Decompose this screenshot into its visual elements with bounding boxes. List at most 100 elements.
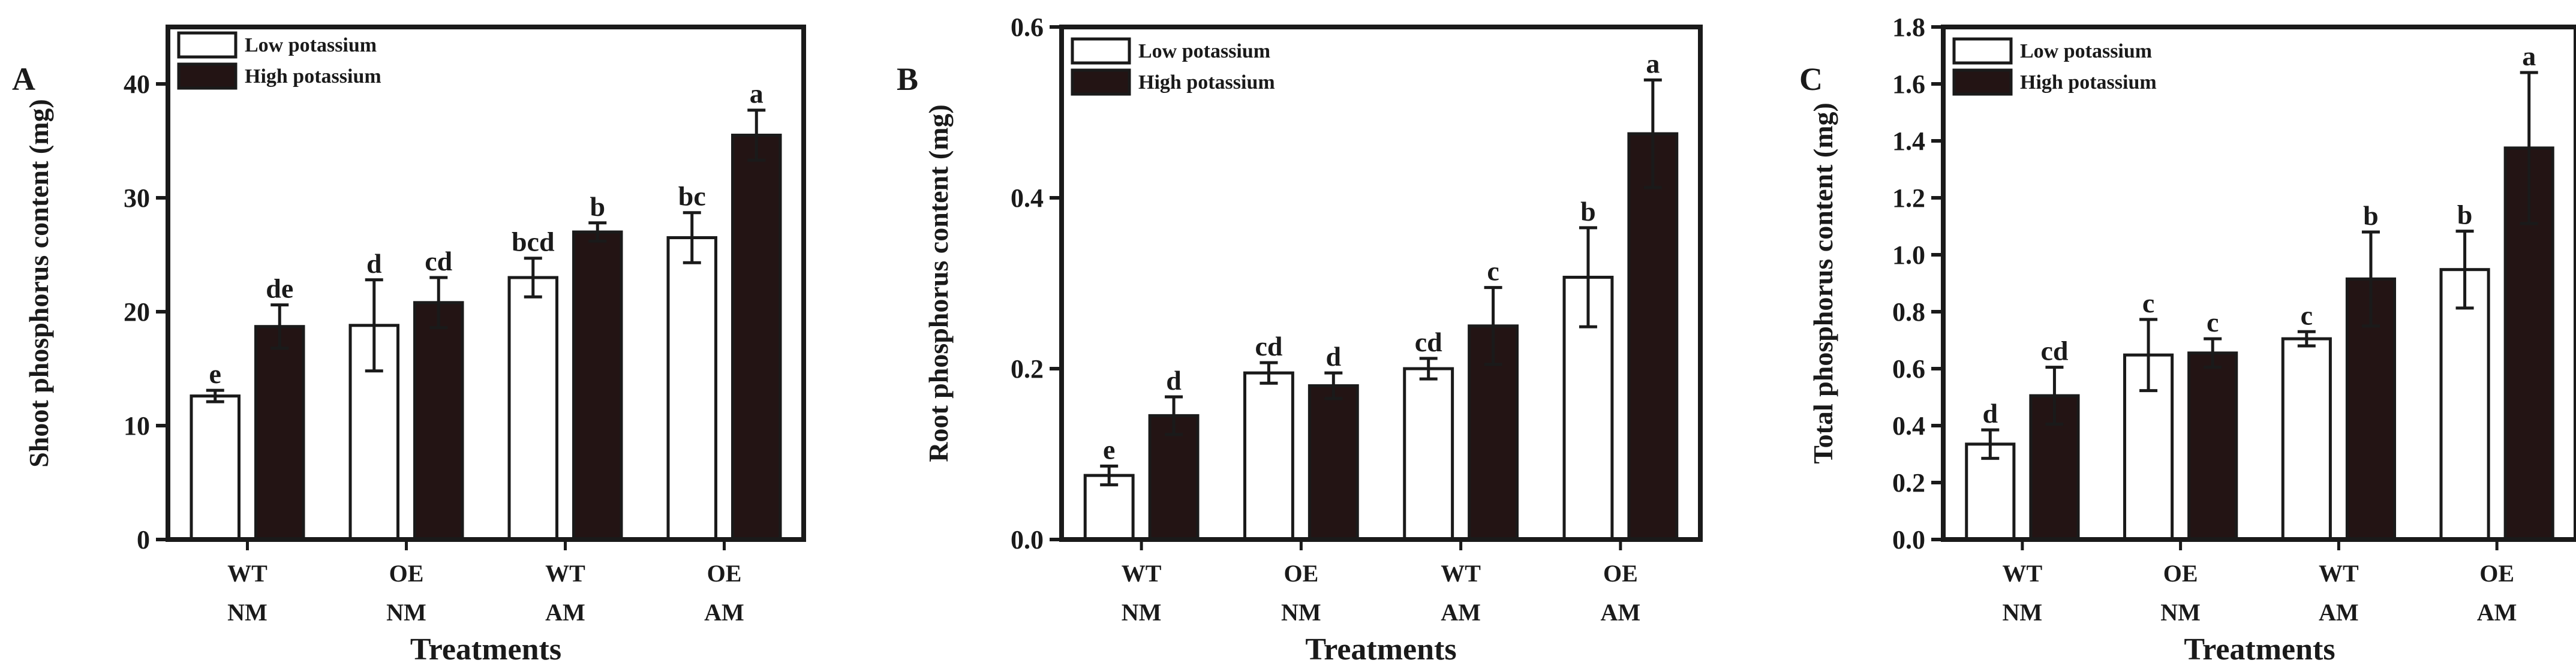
bar — [1243, 371, 1294, 541]
legend-swatch — [1071, 68, 1131, 96]
x-tick-label: OE — [2163, 560, 2198, 587]
bar — [1627, 132, 1679, 541]
x-tick-label: OE — [2479, 560, 2514, 587]
significance-letter: bcd — [512, 227, 555, 257]
significance-letter: d — [1326, 341, 1342, 372]
bar — [2187, 351, 2238, 541]
significance-letter: cd — [1415, 327, 1442, 357]
significance-letter: de — [266, 273, 293, 304]
y-tick-label: 1.2 — [1892, 183, 1925, 213]
bar — [2281, 337, 2332, 541]
legend-swatch — [1071, 37, 1131, 65]
bar — [507, 276, 558, 541]
x-tick-label: WT — [1122, 560, 1162, 587]
x-tick-label: NM — [1122, 599, 1162, 626]
legend-label: High potassium — [2020, 71, 2157, 94]
x-tick-label: OE — [1603, 560, 1638, 587]
significance-letter: cd — [2040, 336, 2068, 366]
x-tick-label: WT — [545, 560, 585, 587]
legend-label: Low potassium — [1138, 40, 1270, 62]
significance-letter: c — [2142, 288, 2154, 318]
significance-letter: b — [2363, 200, 2379, 231]
y-tick-label: 40 — [124, 70, 150, 99]
y-tick-label: 0.4 — [1011, 183, 1044, 213]
bar — [666, 236, 717, 541]
y-tick-label: 0.8 — [1892, 297, 1925, 327]
significance-letter: d — [1983, 398, 1998, 429]
plot-frame — [1059, 25, 1703, 542]
x-tick-label: AM — [545, 599, 585, 626]
x-axis-label: Treatments — [2184, 632, 2335, 663]
x-tick-label: AM — [1601, 599, 1641, 626]
y-axis-label: Shoot phosphorus content (mg) — [23, 99, 54, 468]
y-tick-label: 0.0 — [1011, 525, 1044, 554]
y-tick-label: 1.6 — [1892, 70, 1925, 99]
significance-letter: b — [1580, 196, 1596, 227]
x-tick-label: NM — [1281, 599, 1321, 626]
x-tick-label: NM — [2160, 599, 2201, 626]
x-tick-label: NM — [386, 599, 426, 626]
panel-label: C — [1799, 61, 1823, 97]
y-tick-label: 0.4 — [1892, 411, 1925, 441]
y-tick-label: 1.8 — [1892, 13, 1925, 42]
x-tick-label: OE — [1284, 560, 1318, 587]
legend-swatch — [1952, 68, 2013, 96]
x-tick-label: AM — [1441, 599, 1481, 626]
significance-letter: a — [1646, 48, 1660, 79]
plot-frame — [1941, 25, 2576, 542]
significance-letter: e — [209, 358, 221, 389]
y-tick-label: 30 — [124, 183, 150, 213]
significance-letter: cd — [425, 246, 452, 276]
panel-label: A — [12, 61, 35, 97]
significance-letter: e — [1103, 434, 1115, 465]
y-axis-label: Total phosphorus content (mg) — [1808, 103, 1838, 464]
y-tick-label: 0.0 — [1892, 525, 1925, 554]
bar — [572, 230, 623, 541]
y-tick-label: 20 — [124, 297, 150, 327]
significance-letter: bc — [678, 181, 706, 212]
panel-label: B — [897, 61, 918, 97]
legend-label: Low potassium — [2020, 40, 2152, 62]
significance-letter: b — [2457, 200, 2473, 230]
y-tick-label: 0.2 — [1011, 354, 1044, 384]
bar — [1307, 384, 1359, 541]
significance-letter: cd — [1255, 331, 1282, 361]
y-tick-label: 0.2 — [1892, 468, 1925, 498]
significance-letter: c — [2207, 307, 2219, 337]
significance-letter: c — [1487, 256, 1499, 287]
y-axis-label: Root phosphorus content (mg) — [923, 104, 954, 462]
bar — [1403, 367, 1454, 541]
x-tick-label: AM — [2319, 599, 2359, 626]
y-tick-label: 10 — [124, 411, 150, 441]
y-tick-label: 0.6 — [1011, 13, 1044, 42]
x-tick-label: OE — [389, 560, 424, 587]
x-tick-label: AM — [2477, 599, 2517, 626]
bar — [190, 394, 241, 541]
significance-letter: a — [2522, 41, 2536, 71]
x-tick-label: NM — [227, 599, 267, 626]
panel-c: C Total phosphorus content (mg) 0.0 0.2 0.4 0… — [1799, 13, 2576, 663]
y-tick-label: 0 — [137, 525, 150, 554]
legend-swatch — [177, 62, 238, 90]
bar — [731, 134, 782, 541]
x-tick-label: WT — [1441, 560, 1481, 587]
bar — [2439, 268, 2490, 541]
x-tick-label: OE — [707, 560, 742, 587]
legend-label: High potassium — [245, 65, 381, 88]
x-tick-label: WT — [227, 560, 267, 587]
x-axis-label: Treatments — [410, 632, 561, 663]
significance-letter: b — [590, 191, 605, 222]
significance-letter: d — [366, 248, 382, 279]
bar — [413, 301, 464, 541]
significance-letter: c — [2301, 300, 2313, 330]
y-tick-label: 1.0 — [1892, 240, 1925, 270]
significance-letter: a — [750, 79, 764, 109]
legend-label: High potassium — [1138, 71, 1275, 94]
y-tick-label: 1.4 — [1892, 126, 1925, 156]
bar — [1148, 414, 1200, 541]
significance-letter: d — [1166, 365, 1182, 396]
legend-label: Low potassium — [245, 34, 377, 56]
